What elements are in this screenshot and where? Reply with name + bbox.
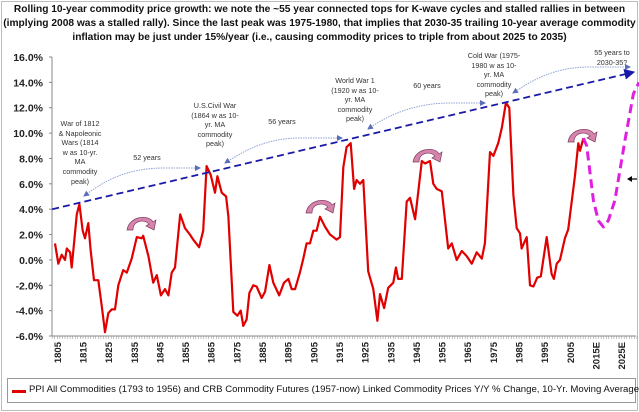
x-tick-label: 1925 — [361, 341, 372, 363]
annotation-52-years: 52 years — [133, 153, 161, 162]
x-tick-label: 1995 — [540, 341, 551, 363]
trend-line-peaks — [51, 69, 636, 211]
stalled-rally-arrow-icon — [567, 128, 598, 143]
x-tick-label: 1815 — [78, 341, 89, 363]
x-tick-label: 1915 — [335, 341, 346, 363]
y-tick-label: 10.0% — [13, 128, 43, 140]
x-tick-label: 2025E — [617, 342, 628, 369]
series-line-commodity-10yr-ma — [53, 101, 585, 334]
stalled-rally-arrow-shape — [126, 216, 157, 231]
x-tick-label: 1825 — [104, 341, 115, 363]
stalled-rally-arrow-shape — [567, 128, 598, 143]
x-tick-label: 1905 — [309, 341, 320, 363]
x-tick-label: 1955 — [438, 341, 449, 363]
interval-arrow-55-years — [512, 64, 631, 94]
interval-arrow-52-years — [83, 165, 201, 197]
stalled-rally-arrow-icon — [126, 216, 157, 231]
left-arrow-head — [627, 176, 632, 182]
y-tick-label: -6.0% — [16, 331, 44, 343]
x-tick-label: 1835 — [130, 341, 141, 363]
annotation-civil-war: U.S.Civil War (1864 w as 10- yr. MA comm… — [191, 101, 239, 149]
y-tick-label: 8.0% — [19, 153, 44, 165]
y-tick-label: 16.0% — [13, 52, 43, 64]
x-tick-label: 2005 — [566, 341, 577, 363]
interval-arrow-60-years — [367, 100, 486, 130]
stalled-rally-arrow-shape — [305, 199, 336, 214]
annotation-56-years: 56 years — [268, 117, 296, 126]
x-tick-label: 2015E — [591, 342, 602, 369]
x-tick-label: 1805 — [53, 341, 64, 363]
annotation-war-of-1812: War of 1812 & Napoleonic Wars (1814 w as… — [58, 119, 102, 186]
x-tick-label: 1895 — [284, 341, 295, 363]
legend: PPI All Commodities (1793 to 1956) and C… — [7, 378, 639, 403]
y-tick-label: 2.0% — [19, 230, 44, 242]
x-tick-label: 1865 — [207, 341, 218, 363]
chart-title: Rolling 10-year commodity price growth: … — [3, 4, 636, 43]
stalled-rally-arrow-shape — [412, 148, 443, 163]
y-tick-label: 6.0% — [19, 179, 44, 191]
y-tick-label: 0.0% — [19, 255, 44, 267]
annotation-world-war-1: World War 1 (1920 w as 10- yr. MA commod… — [331, 76, 379, 124]
x-tick-label: 1885 — [258, 341, 269, 363]
x-tick-label: 1855 — [181, 341, 192, 363]
x-tick-label: 1845 — [155, 341, 166, 363]
y-tick-label: -4.0% — [16, 306, 44, 318]
y-tick-label: -2.0% — [16, 280, 44, 292]
y-tick-label: 12.0% — [13, 103, 43, 115]
stalled-rally-arrow-icon — [305, 199, 336, 214]
series-line-projection — [582, 81, 639, 229]
x-tick-label: 1875 — [232, 341, 243, 363]
stalled-rally-arrow-icon — [412, 148, 443, 163]
annotation-55-years: 55 years to 2030-35? — [594, 48, 630, 67]
x-tick-label: 1985 — [515, 341, 526, 363]
legend-swatch-red-line — [12, 390, 26, 393]
x-tick-label: 1945 — [412, 341, 423, 363]
annotation-cold-war: Cold War (1975- 1980 w as 10- yr. MA com… — [467, 51, 521, 99]
y-tick-label: 14.0% — [13, 77, 43, 89]
x-tick-label: 1975 — [489, 341, 500, 363]
annotation-60-years: 60 years — [413, 81, 441, 90]
y-tick-label: 4.0% — [19, 204, 44, 216]
x-tick-label: 1965 — [463, 341, 474, 363]
legend-label: PPI All Commodities (1793 to 1956) and C… — [29, 384, 639, 395]
x-tick-label: 1935 — [386, 341, 397, 363]
left-arrow-icon — [627, 176, 637, 182]
interval-arrow-56-years — [224, 135, 343, 164]
